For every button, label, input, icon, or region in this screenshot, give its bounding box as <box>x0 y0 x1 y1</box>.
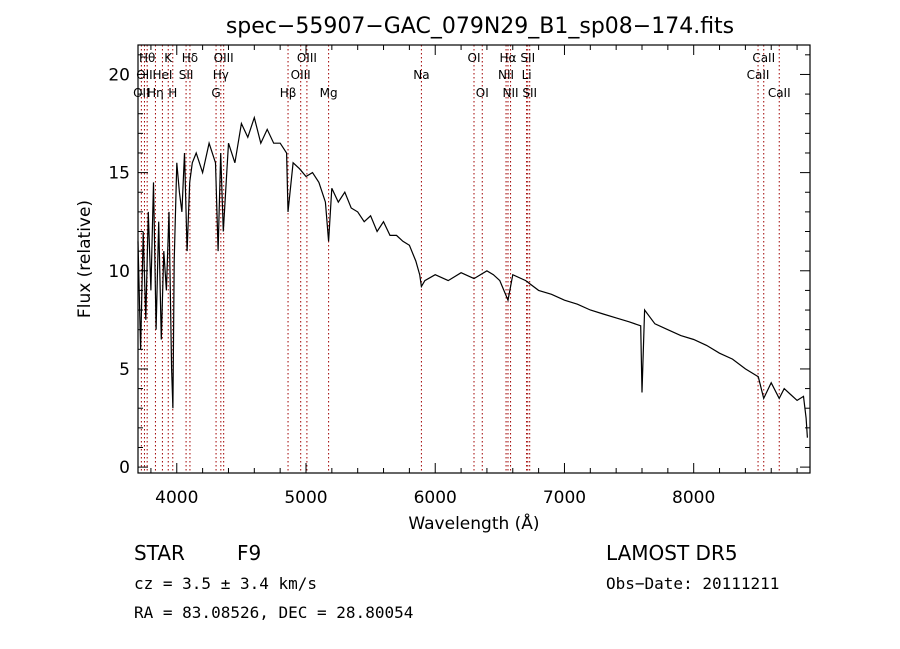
y-tick-label: 0 <box>119 458 130 478</box>
y-axis-label: Flux (relative) <box>75 200 95 318</box>
spectral-line-label: SII <box>520 51 535 65</box>
x-tick-label: 8000 <box>672 488 715 508</box>
spectral-line-label: Li <box>522 68 532 82</box>
redshift-cz: cz = 3.5 ± 3.4 km/s <box>134 574 317 593</box>
spectral-line-label: OIII <box>214 51 234 65</box>
y-axis-ticks: 0 5 10 15 20 <box>108 54 810 478</box>
spectral-line-label: OIII <box>291 68 311 82</box>
spectral-line-label: Hδ <box>182 51 198 65</box>
spectral-line-label: Mg <box>320 86 338 100</box>
spectral-line-label: K <box>164 51 173 65</box>
spectral-line-label: SII <box>179 68 194 82</box>
x-axis-label: Wavelength (Å) <box>408 512 539 534</box>
spectral-line-label: CaII <box>768 86 791 100</box>
spectral-line-label: Na <box>413 68 429 82</box>
spectral-line-label: H <box>168 86 177 100</box>
spectral-line-label: CaII <box>747 68 770 82</box>
spectral-line-label: OII <box>136 68 153 82</box>
spectral-line-label: Hβ <box>280 86 297 100</box>
x-tick-label: 5000 <box>284 488 327 508</box>
spectral-line-label: Hη <box>147 86 164 100</box>
spectrum-series-line <box>137 115 808 438</box>
spectral-line-markers <box>140 45 780 473</box>
spectral-line-label: OIII <box>297 51 317 65</box>
chart-title: spec−55907−GAC_079N29_B1_sp08−174.fits <box>226 14 734 39</box>
spectral-line-label: G <box>211 86 220 100</box>
spectral-line-labels: OIIOIIHθHηHeIKHSIIHδGHγOIIIHβOIIIOIIIMgN… <box>133 51 791 100</box>
y-tick-label: 20 <box>108 65 130 85</box>
spectral-line-label: CaII <box>752 51 775 65</box>
spectral-line-label: HeI <box>152 68 172 82</box>
y-tick-label: 5 <box>119 360 130 380</box>
y-tick-label: 15 <box>108 164 130 184</box>
x-tick-label: 6000 <box>414 488 457 508</box>
survey-name: LAMOST DR5 <box>606 541 738 565</box>
x-tick-label: 7000 <box>543 488 586 508</box>
spectral-line-label: Hθ <box>139 51 155 65</box>
x-axis-ticks: 4000 5000 6000 7000 8000 <box>150 45 798 508</box>
spectral-line-label: SII <box>522 86 537 100</box>
y-tick-label: 10 <box>108 262 130 282</box>
plot-frame <box>137 44 811 474</box>
object-subclass: F9 <box>237 541 261 565</box>
spectral-line-label: NII <box>498 68 514 82</box>
spectral-line-label: OII <box>133 86 150 100</box>
observation-date: Obs−Date: 20111211 <box>606 574 779 593</box>
sky-coordinates: RA = 83.08526, DEC = 28.80054 <box>134 603 413 622</box>
spectral-line-label: OI <box>476 86 489 100</box>
spectral-line-label: Hα <box>500 51 517 65</box>
spectral-line-label: OI <box>468 51 481 65</box>
x-tick-label: 4000 <box>155 488 198 508</box>
object-class: STAR <box>134 541 185 565</box>
spectral-line-label: NII <box>503 86 519 100</box>
spectral-line-label: Hγ <box>213 68 229 82</box>
